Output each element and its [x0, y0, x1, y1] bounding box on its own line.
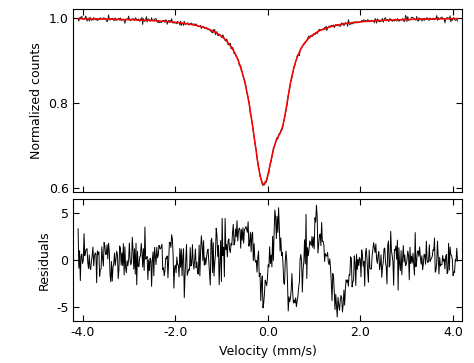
Y-axis label: Normalized counts: Normalized counts — [30, 42, 43, 159]
Y-axis label: Residuals: Residuals — [37, 231, 51, 290]
X-axis label: Velocity (mm/s): Velocity (mm/s) — [219, 345, 317, 358]
